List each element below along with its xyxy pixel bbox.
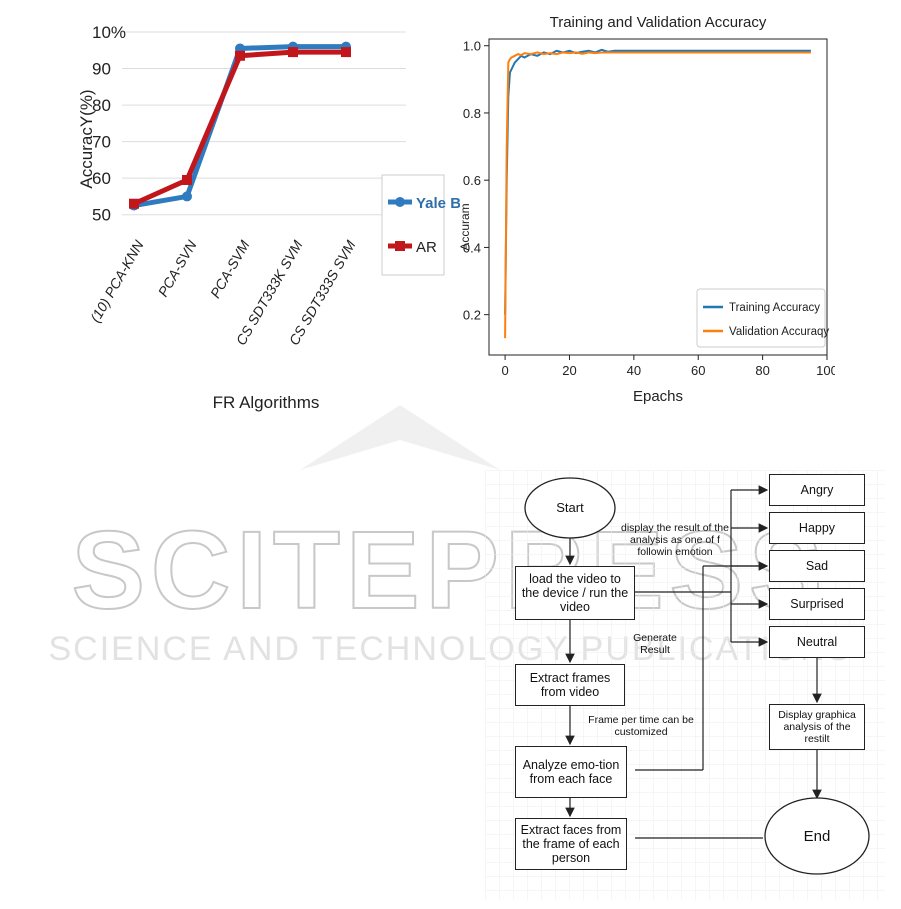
y-tick-label: 50 (92, 206, 111, 225)
x-tick-label: 60 (691, 363, 705, 378)
emotion-box-surprised: Surprised (769, 588, 865, 620)
y-tick-label: 10% (92, 23, 126, 42)
legend-box (381, 174, 445, 276)
end-node (764, 797, 870, 875)
data-point (182, 174, 192, 185)
x-tick-label: 80 (755, 363, 769, 378)
data-point (288, 47, 298, 58)
emotion-box-sad: Sad (769, 550, 865, 582)
y-tick-label: 0.4 (463, 240, 481, 255)
x-tick-label: 40 (627, 363, 641, 378)
x-tick-label: PCA-SVM (207, 237, 253, 301)
legend-label: Training Accuracy (729, 302, 820, 314)
legend-label: Validation Accuraqy (729, 326, 829, 338)
series-line (132, 49, 346, 207)
legend-label: AR (416, 239, 437, 256)
training-validation-chart: Training and Validation Accuracy 0 20 40 60 8… (455, 5, 838, 415)
start-label: Start (556, 500, 584, 515)
extract-frames-box: Extract frames from video (515, 664, 625, 706)
emotion-flowchart: Start End load the video to the device /… (485, 470, 885, 900)
extract-faces-box: Extract faces from the frame of each per… (515, 818, 627, 870)
emotion-box-happy: Happy (769, 512, 865, 544)
note-frame-per-time: Frame per time can be customized (588, 714, 694, 738)
y-tick-label: 80 (92, 96, 111, 115)
legend-label: Yale B (416, 195, 460, 212)
end-label: End (804, 828, 831, 845)
start-node (524, 477, 616, 539)
legend-marker (395, 197, 405, 207)
x-axis-label: FR Algorithms (213, 393, 320, 412)
plot-frame (488, 38, 828, 356)
note-generate-result: Generate Result (633, 632, 677, 656)
note-display-result: display the result of the analysis as on… (621, 522, 729, 558)
data-point (235, 50, 245, 61)
emotion-box-neutral: Neutral (769, 626, 865, 658)
series-line (504, 51, 811, 339)
series-line (133, 44, 346, 209)
legend-marker (395, 241, 405, 251)
legend-box (696, 288, 826, 348)
y-axis-label: AccuracY(%) (77, 89, 96, 188)
x-tick-label: PCA-SVN (155, 237, 200, 300)
display-analysis-box: Display graphica analysis of the restilt (769, 704, 865, 750)
watermark-roof-icon (300, 405, 500, 470)
x-axis-label: Epachs (633, 388, 683, 405)
y-tick-label: 0.2 (463, 308, 481, 323)
data-point (341, 47, 351, 58)
emotion-box-angry: Angry (769, 474, 865, 506)
y-tick-label: 0.8 (463, 106, 481, 121)
x-tick-label: (10) PCA-KNN (87, 237, 147, 325)
y-tick-label: 60 (92, 169, 111, 188)
x-tick-label: 100 (816, 363, 835, 378)
y-tick-label: 1.0 (463, 39, 481, 54)
y-tick-label: 0.6 (463, 173, 481, 188)
data-point (182, 191, 192, 202)
x-tick-label: 20 (562, 363, 576, 378)
series-line (504, 48, 811, 315)
x-tick-label: 0 (501, 363, 508, 378)
load-video-box: load the video to the device / run the v… (515, 566, 635, 620)
data-point (129, 198, 139, 209)
y-tick-label: 70 (92, 133, 111, 152)
y-axis-label: Accuram (458, 203, 472, 250)
analyze-emotion-box: Analyze emo-tion from each face (515, 746, 627, 798)
fr-accuracy-chart: 10% 90 80 70 60 50 AccuracY(%) (10) PCA-KNN PCA-… (70, 10, 461, 420)
chart-title: Training and Validation Accuracy (550, 14, 767, 31)
y-tick-label: 90 (92, 60, 111, 79)
